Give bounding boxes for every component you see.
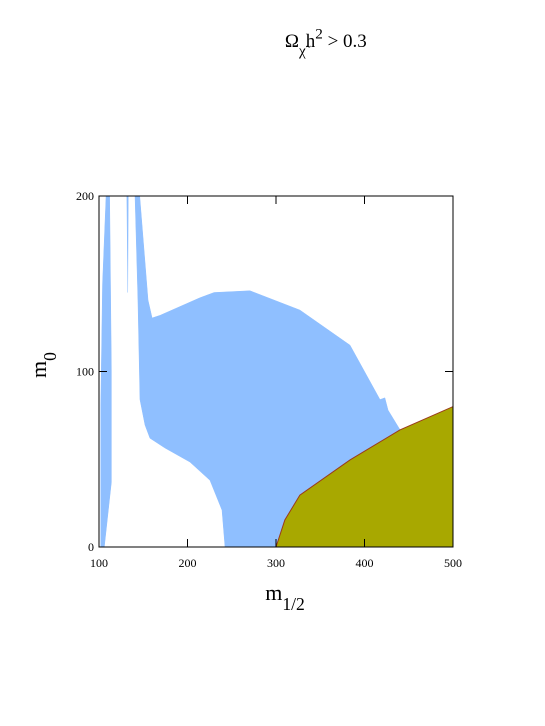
label-part: 2 (315, 25, 323, 42)
region (126, 195, 129, 293)
x-axis-label: m1/2 (265, 580, 305, 614)
label-part: Ω (285, 31, 299, 52)
annotation: Ωχ̃h2 > 0.3 (285, 25, 367, 59)
label-part: > 0.3 (323, 31, 367, 52)
label-part: 1/2 (282, 594, 304, 614)
x-tick-label: 300 (267, 556, 285, 570)
y-tick-label: 0 (88, 540, 94, 554)
x-tick-label: 200 (179, 556, 197, 570)
y-tick-label: 200 (76, 189, 94, 203)
y-axis-label: m0 (26, 352, 60, 378)
label-part: m (265, 580, 282, 605)
y-tick-label: 100 (76, 365, 94, 379)
label-part: 0 (40, 352, 60, 361)
x-tick-label: 100 (90, 556, 108, 570)
x-tick-label: 500 (444, 556, 462, 570)
label-part: m (26, 361, 51, 378)
x-tick-label: 400 (356, 556, 374, 570)
label-part: h (306, 31, 316, 52)
